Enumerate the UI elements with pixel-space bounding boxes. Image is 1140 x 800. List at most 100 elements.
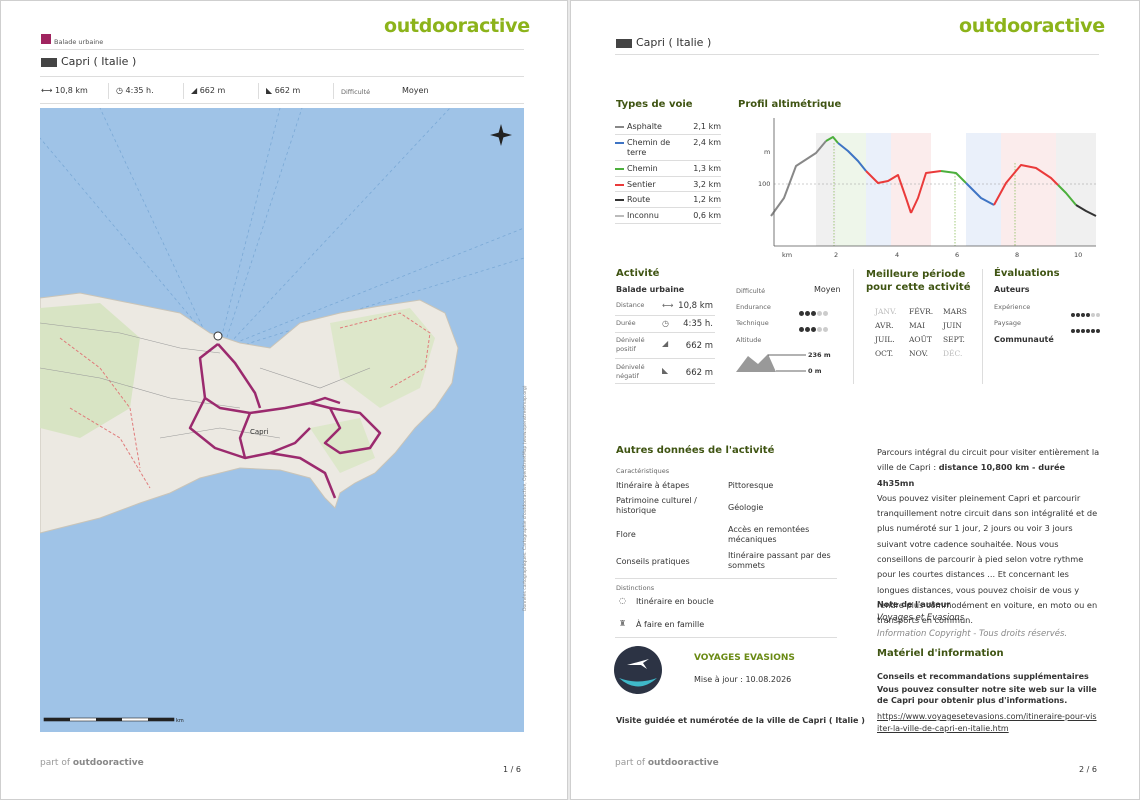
stat-duration: ◷ 4:35 h. xyxy=(116,86,154,95)
surface-length: 1,3 km xyxy=(693,164,721,173)
map: Capri km xyxy=(40,108,524,732)
separator xyxy=(183,83,184,99)
activity-value: 662 m xyxy=(685,341,713,351)
feature: Pittoresque xyxy=(728,481,774,490)
y-tick-label: 100 xyxy=(758,180,771,188)
landscape-label: Paysage xyxy=(994,319,1021,327)
elevation-profile xyxy=(770,118,1097,247)
copyright: Information Copyright - Tous droits rése… xyxy=(877,629,1068,639)
endurance-dots xyxy=(799,301,829,320)
separator xyxy=(258,83,259,99)
surface-swatch xyxy=(615,126,624,128)
feature: Itinéraire passant par des sommets xyxy=(728,551,831,570)
page-number: 2 / 6 xyxy=(1079,765,1097,774)
experience-dots xyxy=(1071,302,1101,321)
footer-prefix: part of xyxy=(615,758,645,768)
month: AOÛT xyxy=(909,335,932,344)
note-author: Voyages et Evasions xyxy=(877,613,965,623)
feature: Conseils pratiques xyxy=(616,557,690,566)
divider xyxy=(615,383,715,384)
x-tick-label: 6 xyxy=(955,251,960,259)
x-unit: km xyxy=(782,251,793,259)
awards-title: Distinctions xyxy=(616,584,655,592)
activity-icon: ◢ xyxy=(662,339,669,348)
title: Capri ( Italie ) xyxy=(61,55,137,68)
season-title: Meilleure période pour cette activité xyxy=(866,269,971,293)
month: MARS xyxy=(943,307,967,316)
tips-title: Conseils et recommandations supplémentai… xyxy=(877,672,1089,681)
difficulty: Moyen xyxy=(402,86,429,95)
activity-title: Activité xyxy=(616,268,660,279)
activity-label: Durée xyxy=(616,319,636,327)
link[interactable]: https://www.voyagesetevasions.com/itiner… xyxy=(877,712,1097,733)
activity-icon: ⟷ xyxy=(662,301,674,310)
value: 4:35 h. xyxy=(125,86,154,95)
divider xyxy=(40,103,524,104)
surface-swatch xyxy=(615,215,624,217)
award: Itinéraire en boucle xyxy=(636,597,714,606)
page-2: outdooractive Capri ( Italie ) Types de … xyxy=(570,0,1140,800)
activity-label: Dénivelé positif xyxy=(616,336,645,353)
footer-logo: outdooractive xyxy=(72,758,144,768)
surface-length: 3,2 km xyxy=(693,180,721,189)
divider xyxy=(615,176,721,177)
award-icon: ◌ xyxy=(619,596,626,605)
surface-bands xyxy=(816,133,1096,246)
activity-value: 10,8 km xyxy=(678,301,713,311)
trails xyxy=(59,312,431,489)
harbor-icon xyxy=(213,331,223,341)
divider xyxy=(615,160,721,161)
footer-brand: part of outdooractive xyxy=(40,758,144,768)
feature: Itinéraire à étapes xyxy=(616,481,690,490)
month: MAI xyxy=(909,321,926,330)
x-tick-label: 8 xyxy=(1015,251,1020,259)
authors-label: Auteurs xyxy=(994,285,1030,294)
author-description: Visite guidée et numérotée de la ville d… xyxy=(616,716,865,725)
divider xyxy=(615,191,721,192)
activity-type: Balade urbaine xyxy=(616,285,685,294)
divider xyxy=(615,637,837,638)
difficulty-label: Difficulté xyxy=(341,88,371,96)
award: À faire en famille xyxy=(636,620,705,629)
km-markers xyxy=(833,143,1016,246)
x-tick-label: 10 xyxy=(1074,251,1083,259)
vegetation xyxy=(310,418,375,473)
divider xyxy=(615,54,1099,55)
community-label: Communauté xyxy=(994,335,1054,344)
ferry-lines xyxy=(40,108,524,347)
altitude-graphic xyxy=(736,354,806,372)
roads xyxy=(40,322,371,439)
feature: Accès en remontées mécaniques xyxy=(728,525,810,544)
surface-name: Chemin xyxy=(627,164,658,173)
endurance-label: Endurance xyxy=(736,303,771,311)
surface-length: 1,2 km xyxy=(693,195,721,204)
month: OCT. xyxy=(875,349,894,358)
intro: Parcours intégral du circuit pour visite… xyxy=(877,447,1100,473)
flag-icon xyxy=(41,58,57,67)
month: JANV. xyxy=(875,307,897,316)
author-avatar xyxy=(614,646,662,694)
landscape-dots xyxy=(1071,318,1101,337)
surface-name: Route xyxy=(627,195,651,204)
x-tick-label: 2 xyxy=(834,251,839,259)
month: SEPT. xyxy=(943,335,965,344)
separator xyxy=(108,83,109,99)
surface-name: Sentier xyxy=(627,180,656,189)
divider xyxy=(615,315,715,316)
x-tick-label: 4 xyxy=(895,251,900,259)
divider xyxy=(615,223,721,224)
profile-line xyxy=(770,136,1097,217)
technique-dots xyxy=(799,317,829,336)
experience-label: Expérience xyxy=(994,303,1031,311)
activity-icon: ◣ xyxy=(662,366,669,375)
surface-name: Chemin de terre xyxy=(627,138,671,157)
difficulty-label: Difficulté xyxy=(736,287,766,295)
category-icon xyxy=(41,34,51,44)
page-number: 1 / 6 xyxy=(503,765,521,774)
ratings-title: Évaluations xyxy=(994,268,1060,279)
category: Balade urbaine xyxy=(54,38,104,46)
divider xyxy=(40,49,524,50)
surface-name: Inconnu xyxy=(627,211,659,220)
logo: outdooractive xyxy=(959,15,1105,37)
stat-descent: ◣ 662 m xyxy=(266,86,301,95)
